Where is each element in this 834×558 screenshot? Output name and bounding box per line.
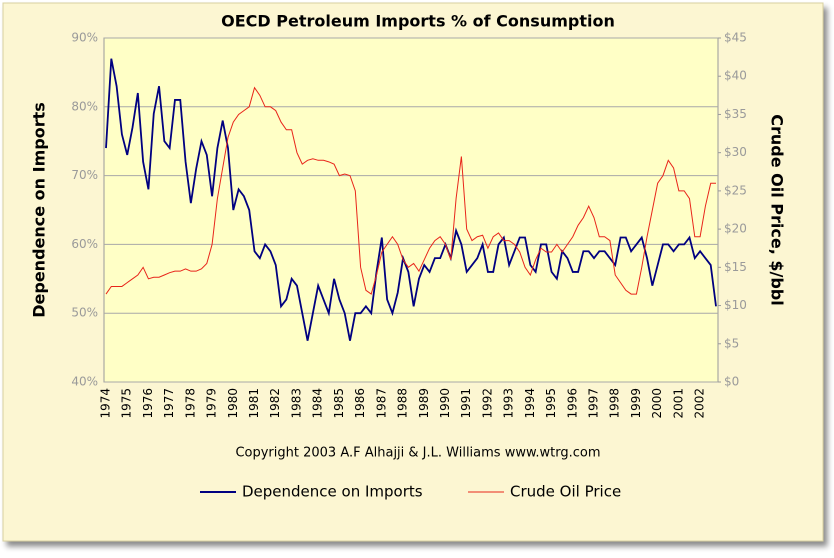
x-tick-label: 1976 bbox=[141, 388, 155, 419]
y2-tick-label: $5 bbox=[724, 336, 739, 350]
x-tick-label: 1991 bbox=[459, 388, 473, 419]
x-tick-label: 1984 bbox=[311, 388, 325, 419]
x-tick-label: 1996 bbox=[565, 388, 579, 419]
x-tick-label: 1990 bbox=[438, 388, 452, 419]
x-tick-label: 1980 bbox=[226, 388, 240, 419]
x-tick-label: 2002 bbox=[693, 388, 707, 419]
y2-tick-label: $15 bbox=[724, 260, 747, 274]
x-tick-label: 2000 bbox=[650, 388, 664, 419]
y-tick-label: 40% bbox=[71, 375, 98, 389]
x-tick-label: 1998 bbox=[608, 388, 622, 419]
y-tick-label: 90% bbox=[71, 31, 98, 45]
series-line bbox=[105, 58, 717, 341]
y2-tick-label: $35 bbox=[724, 107, 747, 121]
y-tick-label: 80% bbox=[71, 99, 98, 113]
x-tick-label: 1983 bbox=[289, 388, 303, 419]
x-tick-label: 1974 bbox=[99, 388, 113, 419]
x-tick-label: 1978 bbox=[183, 388, 197, 419]
x-tick-label: 1993 bbox=[502, 388, 516, 419]
legend-label: Dependence on Imports bbox=[242, 483, 423, 501]
x-tick-label: 1986 bbox=[353, 388, 367, 419]
y2-tick-label: $40 bbox=[724, 69, 747, 83]
y2-tick-label: $30 bbox=[724, 145, 747, 159]
x-tick-label: 1995 bbox=[544, 388, 558, 419]
annotation: Copyright 2003 A.F Alhajji & J.L. Willia… bbox=[235, 446, 600, 461]
y2-tick-label: $45 bbox=[724, 31, 747, 45]
x-tick-label: 1987 bbox=[374, 388, 388, 419]
x-tick-label: 1994 bbox=[523, 388, 537, 419]
y-tick-label: 60% bbox=[71, 237, 98, 251]
x-tick-label: 1997 bbox=[587, 388, 601, 419]
y2-axis-label: Crude Oil Price, $/bbl bbox=[768, 114, 787, 306]
x-tick-label: 1975 bbox=[120, 388, 134, 419]
x-tick-label: 1988 bbox=[396, 388, 410, 419]
x-tick-label: 1979 bbox=[205, 388, 219, 419]
plot-area bbox=[103, 37, 719, 383]
y2-tick-label: $20 bbox=[724, 222, 747, 236]
legend-label: Crude Oil Price bbox=[510, 483, 621, 501]
y-tick-label: 70% bbox=[71, 168, 98, 182]
x-tick-label: 1981 bbox=[247, 388, 261, 419]
y2-tick-label: $0 bbox=[724, 375, 739, 389]
x-tick-label: 2001 bbox=[671, 388, 685, 419]
y2-tick-label: $10 bbox=[724, 298, 747, 312]
chart-title: OECD Petroleum Imports % of Consumption bbox=[221, 12, 615, 31]
x-tick-label: 1985 bbox=[332, 388, 346, 419]
x-tick-label: 1989 bbox=[417, 388, 431, 419]
y-tick-label: 50% bbox=[71, 306, 98, 320]
x-tick-label: 1999 bbox=[629, 388, 643, 419]
y-axis-label: Dependence on Imports bbox=[30, 102, 49, 318]
x-tick-label: 1977 bbox=[162, 388, 176, 419]
y2-tick-label: $25 bbox=[724, 183, 747, 197]
x-tick-label: 1982 bbox=[268, 388, 282, 419]
series-line bbox=[105, 86, 716, 295]
x-tick-label: 1992 bbox=[480, 388, 494, 419]
